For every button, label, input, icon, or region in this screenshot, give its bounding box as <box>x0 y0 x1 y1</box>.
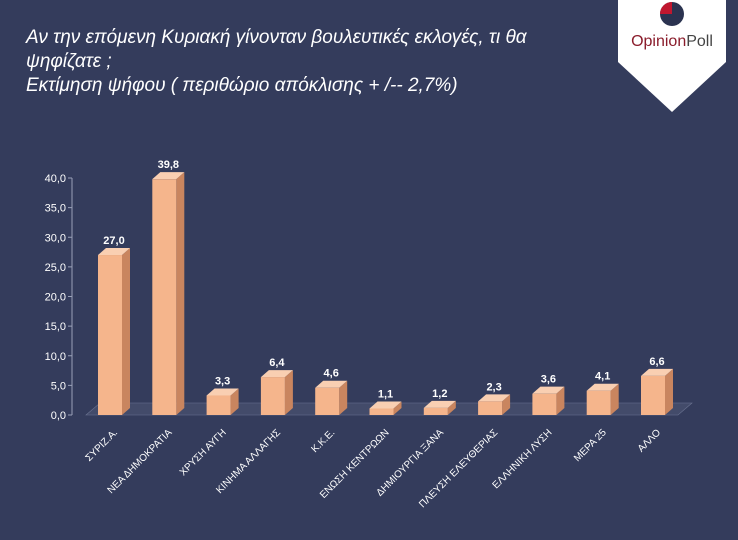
title-line-2: ψηφίζατε ; <box>26 51 112 72</box>
bar-front <box>98 255 122 415</box>
bar-top <box>315 380 348 388</box>
y-tick-label: 35,0 <box>45 203 66 215</box>
bar-front <box>478 401 503 415</box>
category-label: Κ.Κ.Ε. <box>309 427 337 455</box>
bar-top <box>98 248 130 256</box>
bar-top <box>152 172 185 180</box>
bar-front <box>641 375 665 415</box>
bar-front <box>315 387 340 415</box>
bar-top <box>478 394 511 402</box>
category-label: ΑΛΛΟ <box>636 427 663 454</box>
pie-circle-icon <box>660 2 684 26</box>
chart-title: Αν την επόμενη Κυριακή γίνονταν βουλευτι… <box>26 26 606 98</box>
y-tick-label: 30,0 <box>45 232 66 244</box>
bar <box>423 400 456 415</box>
bar <box>369 401 402 415</box>
y-tick-label: 0,0 <box>51 410 66 422</box>
bar-top <box>532 386 565 394</box>
bar-front <box>532 393 557 415</box>
bar-front <box>423 407 448 415</box>
opinionpoll-logo: OpinionPoll <box>618 0 726 112</box>
value-label: 6,4 <box>269 357 285 369</box>
title-line-1: Αν την επόμενη Κυριακή γίνονταν βουλευτι… <box>26 27 527 48</box>
bar-front <box>369 408 394 415</box>
bar-top <box>586 383 619 391</box>
y-tick-label: 40,0 <box>45 173 66 185</box>
bar <box>641 368 673 415</box>
value-label: 4,6 <box>324 368 339 380</box>
bar-side <box>230 388 239 415</box>
bar-side <box>665 368 673 415</box>
bar-side <box>610 383 619 415</box>
y-tick-label: 15,0 <box>45 321 66 333</box>
bar-side <box>122 248 130 415</box>
value-label: 1,1 <box>378 388 393 400</box>
bar <box>98 248 130 415</box>
bar-front <box>586 390 611 415</box>
category-label: ΧΡΥΣΗ ΑΥΓΗ <box>178 427 229 478</box>
value-label: 4,1 <box>595 371 610 383</box>
bar-front <box>206 395 231 415</box>
bar <box>586 383 619 415</box>
logo-text-opinion: Opinion <box>631 33 687 50</box>
logo-text: OpinionPoll <box>618 33 726 51</box>
value-label: 39,8 <box>158 159 179 171</box>
bar-front <box>260 377 285 415</box>
bar-front <box>152 179 177 415</box>
value-label: 3,6 <box>541 374 556 386</box>
bar-top <box>641 368 673 376</box>
category-label: ΣΥΡΙΖ.Α. <box>84 427 121 464</box>
bar-side <box>339 380 348 415</box>
value-label: 6,6 <box>649 356 664 368</box>
value-label: 27,0 <box>103 235 124 247</box>
y-tick-label: 10,0 <box>45 351 66 363</box>
subtitle: Εκτίμηση ψήφου ( περιθώριο απόκλισης + /… <box>26 75 458 96</box>
bar-top <box>260 370 293 378</box>
logo-text-poll: Poll <box>686 33 713 50</box>
bar <box>532 386 565 415</box>
category-label: ΕΛΛΗΝΙΚΗ ΛΥΣΗ <box>491 427 555 491</box>
value-label: 3,3 <box>215 375 230 387</box>
value-labels: 27,0 39,8 3,3 6,4 4,6 1,1 1,2 2,3 3,6 4,1 6,6 <box>103 159 664 400</box>
bar-side <box>502 394 511 415</box>
y-tick-label: 20,0 <box>45 292 66 304</box>
bar <box>478 394 511 415</box>
bar-top <box>423 400 456 408</box>
bar-top <box>369 401 402 409</box>
bar-top <box>206 388 239 396</box>
value-label: 2,3 <box>486 381 501 393</box>
bar <box>152 172 185 415</box>
bar <box>206 388 239 415</box>
bar <box>315 380 348 415</box>
category-label: ΜΕΡΑ 25 <box>572 427 609 464</box>
y-tick-label: 25,0 <box>45 262 66 274</box>
bars <box>98 172 673 415</box>
bar <box>260 370 293 415</box>
bar-side <box>393 401 402 415</box>
bar-side <box>447 400 456 415</box>
bar-side <box>284 370 293 415</box>
y-tick-label: 5,0 <box>51 380 66 392</box>
bar-side <box>556 386 565 415</box>
value-label: 1,2 <box>432 388 447 400</box>
logo-badge <box>618 0 726 112</box>
bar-side <box>176 172 185 415</box>
